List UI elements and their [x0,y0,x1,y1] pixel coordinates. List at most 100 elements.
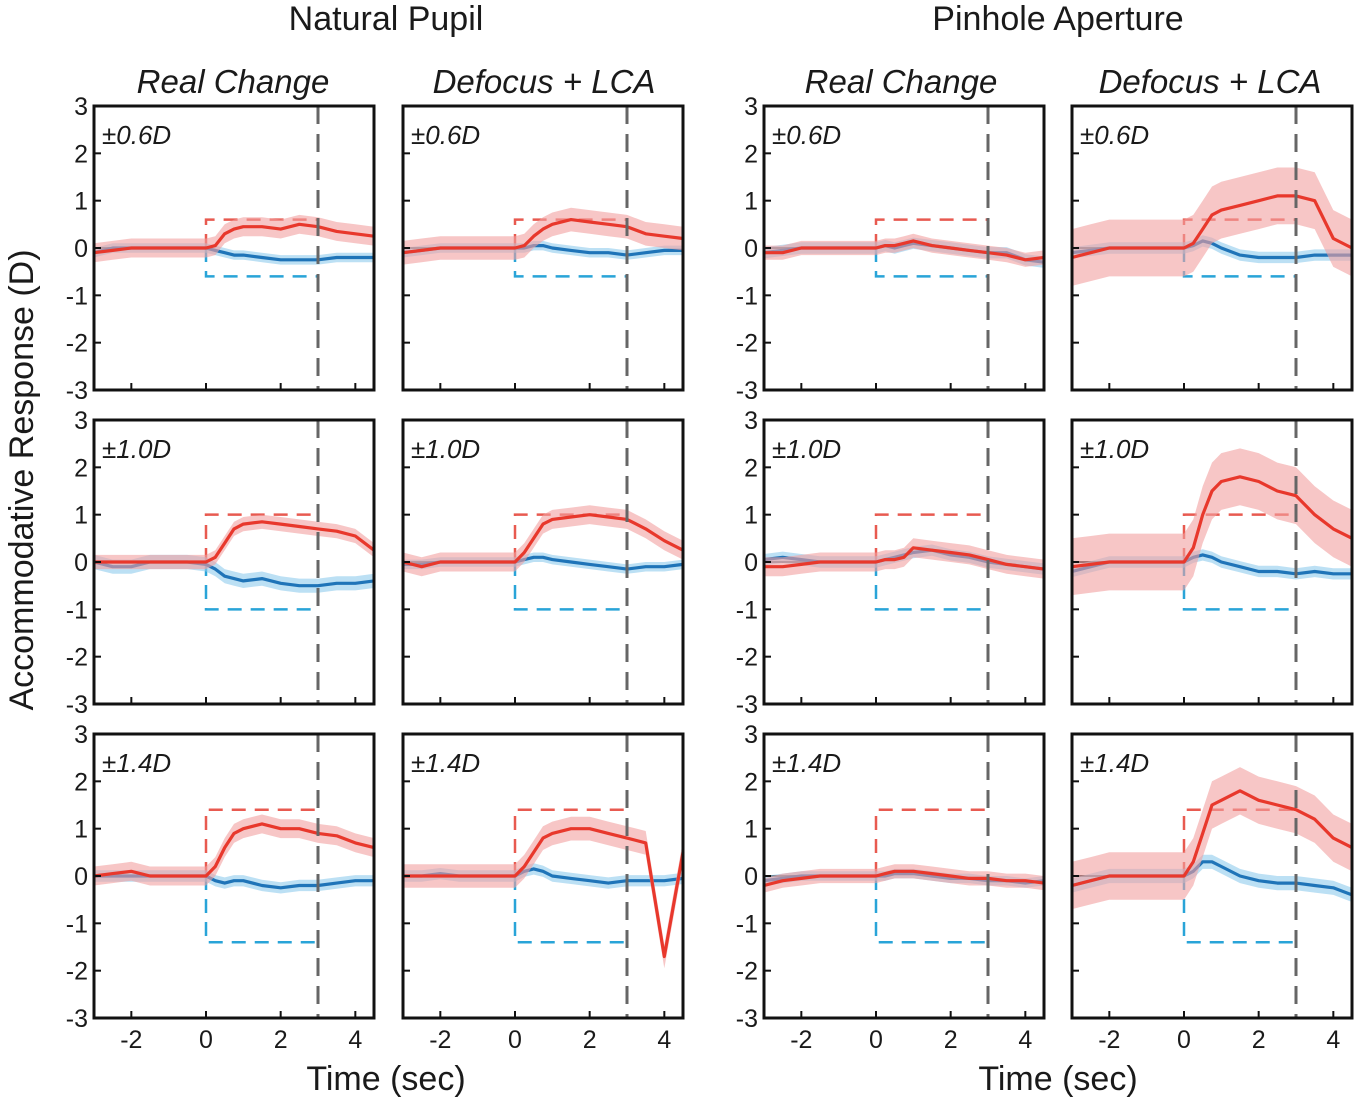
amplitude-label: ±1.4D [1080,748,1149,778]
y-tick-label: -1 [736,282,758,310]
group-title-natural-pupil: Natural Pupil [289,0,484,38]
increase-response-line [94,520,375,564]
increase-response-line [93,222,375,255]
panel: ±1.0D [401,418,685,706]
stimulus-step-decrease [1182,562,1296,611]
stimulus-step-decrease [874,876,988,944]
y-tick-label: -1 [736,910,758,938]
amplitude-label: ±1.0D [1080,434,1149,464]
increase-response-line [764,239,1045,262]
increase-ci-band [764,233,1044,267]
x-axis-title-pinhole: Time (sec) [978,1060,1137,1098]
y-tick-label: 1 [744,188,758,216]
x-tick-label: 4 [348,1026,362,1054]
increase-ci-band [1072,167,1352,286]
panel: ±0.6D [1070,104,1354,392]
panel: -3 -2 -1 0 1 2 3 ±1.0D [66,407,376,719]
stimulus-step-decrease [874,248,988,278]
y-tick-label: 3 [744,407,758,435]
increase-ci-band [1072,767,1352,910]
y-tick-label: -1 [66,910,88,938]
y-tick-label: 0 [74,863,88,891]
stimulus-step-increase [1182,513,1296,562]
y-tick-label: -2 [736,330,758,358]
stimulus-step-decrease [1182,876,1296,944]
increase-ci-band [403,207,683,265]
y-tick-label: 3 [74,721,88,749]
x-tick-label: 4 [657,1026,671,1054]
x-tick-label: 2 [274,1026,288,1054]
x-tick-label: 0 [199,1026,213,1054]
y-tick-label: -2 [66,330,88,358]
y-tick-label: -1 [66,596,88,624]
x-tick-label: 2 [944,1026,958,1054]
panel: -3 -2 -1 0 1 2 3 ±0.6D [66,93,376,405]
column-title-pinhole-defocus-lca: Defocus + LCA [1099,63,1322,100]
stimulus-step-increase [513,808,627,876]
amplitude-label: ±0.6D [1080,120,1149,150]
y-tick-label: 1 [744,502,758,530]
amplitude-label: ±1.0D [772,434,841,464]
y-tick-label: 2 [74,454,88,482]
increase-ci-band [94,214,374,263]
column-title-natural-real-change: Real Change [137,63,330,100]
y-tick-label: -3 [736,1005,758,1033]
stimulus-step-decrease [204,876,318,944]
x-tick-label: 4 [1326,1026,1340,1054]
y-axis-title: Accommodative Response (D) [3,249,41,710]
increase-response-line [764,546,1045,571]
stimulus-step-increase [204,808,318,876]
increase-ci-band [94,814,374,886]
amplitude-label: ±1.4D [102,748,171,778]
y-tick-label: 3 [74,93,88,121]
panel: ±0.6D [401,104,685,392]
stimulus-step-increase [874,513,988,562]
y-tick-label: 0 [74,549,88,577]
x-tick-label: 0 [869,1026,883,1054]
y-tick-label: 1 [74,188,88,216]
stimulus-step-decrease [874,562,988,611]
panel: -2 0 2 4 ±1.4D [1070,732,1354,1054]
amplitude-label: ±1.0D [411,434,480,464]
increase-ci-band [403,505,683,577]
x-axis-title-natural: Time (sec) [306,1060,465,1098]
stimulus-step-increase [204,513,318,562]
amplitude-label: ±0.6D [772,120,841,150]
y-tick-label: 2 [74,768,88,796]
y-tick-label: -3 [66,691,88,719]
panel: -3 -2 -1 0 1 2 3 ±0.6D [736,93,1046,405]
group-title-pinhole-aperture: Pinhole Aperture [932,0,1183,38]
panel: -2 0 2 4 ±1.4D [401,732,685,1054]
x-tick-label: -2 [120,1026,142,1054]
increase-response-line [93,822,375,878]
y-tick-label: 2 [744,140,758,168]
panel: ±1.0D [1070,418,1354,706]
decrease-ci-band [1072,854,1352,902]
increase-response-line [402,218,684,255]
panel: -2 0 2 4 -3 -2 -1 0 1 2 3 ±1.4D [66,721,376,1054]
y-tick-label: 0 [744,549,758,577]
stimulus-step-decrease [204,562,318,611]
y-tick-label: -3 [736,691,758,719]
y-tick-label: 3 [74,407,88,435]
y-tick-label: -1 [736,596,758,624]
increase-response-line [1071,789,1353,888]
amplitude-label: ±0.6D [102,120,171,150]
y-tick-label: -3 [66,377,88,405]
y-tick-label: 1 [74,816,88,844]
panel: -2 0 2 4 -3 -2 -1 0 1 2 3 ±1.4D [736,721,1046,1054]
x-tick-label: 4 [1018,1026,1032,1054]
increase-response-line [402,513,684,569]
stimulus-step-decrease [513,562,627,611]
y-tick-label: -2 [736,644,758,672]
x-tick-label: 0 [1177,1026,1191,1054]
y-tick-label: 2 [744,768,758,796]
x-tick-label: 0 [508,1026,522,1054]
x-tick-label: -2 [790,1026,812,1054]
y-tick-label: 0 [744,863,758,891]
y-tick-label: 3 [744,93,758,121]
y-tick-label: 2 [74,140,88,168]
amplitude-label: ±1.0D [102,434,171,464]
stimulus-step-decrease [513,876,627,944]
